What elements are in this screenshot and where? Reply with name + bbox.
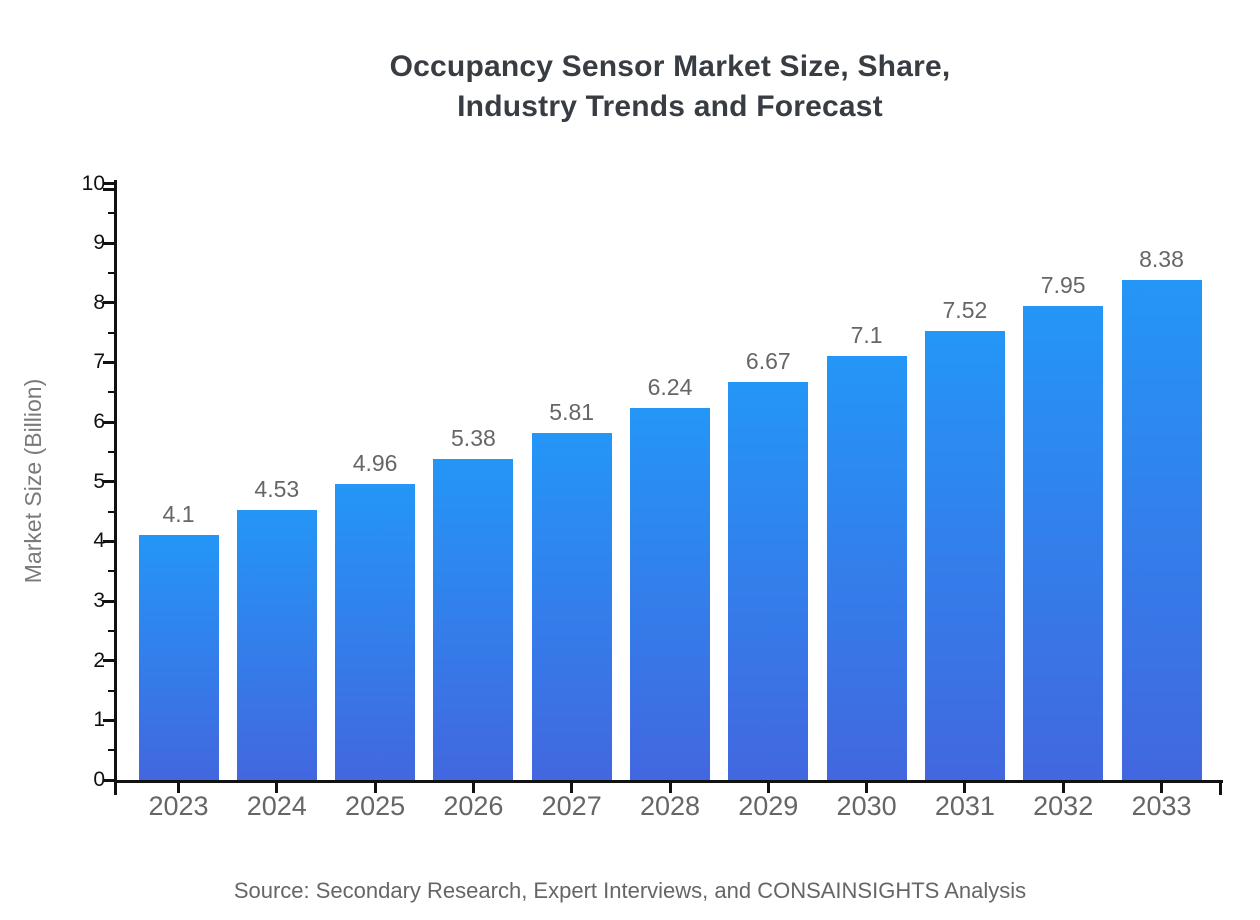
x-tick: [373, 783, 377, 793]
y-minor-tick: [108, 570, 114, 573]
y-tick-label: 1: [93, 708, 105, 732]
y-tick-label: 2: [93, 648, 105, 672]
bar: [335, 484, 416, 780]
bar-value-label: 4.96: [352, 450, 398, 477]
y-tick: [103, 241, 114, 245]
y-minor-tick: [108, 450, 114, 453]
x-tick-label: 2033: [1131, 791, 1192, 821]
x-axis-spine: [114, 780, 1223, 783]
x-tick-label: 2023: [148, 791, 209, 821]
bar: [138, 535, 219, 780]
y-minor-tick: [108, 271, 114, 274]
bar-value-label: 8.38: [1139, 246, 1184, 273]
chart-title: Occupancy Sensor Market Size, Share, Ind…: [117, 47, 1223, 127]
y-tick: [103, 480, 114, 484]
y-axis-title: Market Size (Billion): [20, 378, 46, 584]
bar-value-label: 5.38: [451, 425, 496, 452]
x-tick-label: 2024: [246, 791, 307, 821]
y-axis-top-end-tick: [103, 188, 114, 191]
x-tick-label: 2032: [1033, 791, 1094, 821]
bar: [630, 407, 710, 780]
x-tick: [668, 783, 672, 793]
y-tick-label: 5: [93, 469, 105, 493]
x-tick-label: 2026: [443, 791, 504, 821]
y-tick: [103, 718, 114, 722]
x-tick: [275, 783, 279, 793]
bar: [1121, 280, 1202, 780]
bar-value-label: 4.53: [254, 475, 300, 502]
bar: [826, 356, 907, 780]
y-minor-tick: [108, 629, 114, 632]
y-minor-tick: [108, 689, 114, 692]
y-tick-label: 6: [93, 410, 105, 434]
y-minor-tick: [108, 510, 114, 513]
bar: [1023, 305, 1104, 780]
bar: [728, 382, 809, 780]
x-axis-right-end-tick: [1218, 783, 1222, 795]
bar: [531, 433, 612, 780]
x-tick: [1160, 783, 1163, 793]
bar-value-label: 7.95: [1040, 271, 1086, 298]
bar-value-label: 6.67: [745, 348, 791, 375]
x-tick: [766, 783, 770, 793]
y-tick-label: 4: [93, 529, 105, 553]
bar: [924, 331, 1005, 780]
y-minor-tick: [108, 212, 114, 215]
bar: [236, 509, 317, 780]
y-tick: [103, 539, 114, 543]
x-tick: [865, 783, 869, 793]
y-minor-tick: [108, 749, 114, 752]
y-tick: [103, 420, 114, 424]
y-tick-label: 10: [81, 171, 105, 195]
x-tick: [570, 783, 574, 793]
bar-value-label: 6.24: [647, 373, 693, 400]
y-tick: [103, 360, 114, 364]
chart-title-line2: Industry Trends and Forecast: [457, 90, 883, 123]
x-tick: [1061, 783, 1065, 793]
x-tick-label: 2030: [836, 791, 897, 821]
bar: [433, 459, 514, 780]
y-tick-label: 3: [93, 589, 105, 613]
bar-value-label: 7.1: [850, 322, 883, 349]
x-tick: [177, 783, 180, 793]
x-tick: [471, 783, 475, 793]
x-tick-label: 2031: [934, 791, 995, 821]
y-tick-label: 7: [93, 350, 105, 374]
x-axis-left-end-tick: [114, 783, 117, 795]
x-tick-label: 2029: [738, 791, 799, 821]
y-tick: [103, 182, 114, 185]
x-tick-label: 2025: [345, 791, 406, 821]
x-tick-label: 2027: [541, 791, 602, 821]
y-tick: [103, 778, 114, 782]
y-minor-tick: [108, 331, 114, 334]
bar-value-label: 5.81: [549, 399, 595, 426]
chart-title-line1: Occupancy Sensor Market Size, Share,: [389, 50, 951, 83]
y-tick: [103, 599, 114, 603]
y-tick: [103, 301, 114, 305]
y-axis-spine: [114, 180, 117, 786]
y-minor-tick: [108, 391, 114, 394]
y-tick-label: 9: [93, 231, 105, 255]
bar-value-label: 4.1: [162, 501, 195, 528]
y-tick-label: 8: [93, 290, 105, 314]
bar-value-label: 7.52: [942, 297, 988, 324]
y-tick: [103, 659, 114, 663]
x-tick-label: 2028: [639, 791, 701, 821]
y-tick-label: 0: [93, 768, 105, 791]
x-tick: [963, 783, 967, 793]
source-text: Source: Secondary Research, Expert Inter…: [233, 878, 1027, 903]
